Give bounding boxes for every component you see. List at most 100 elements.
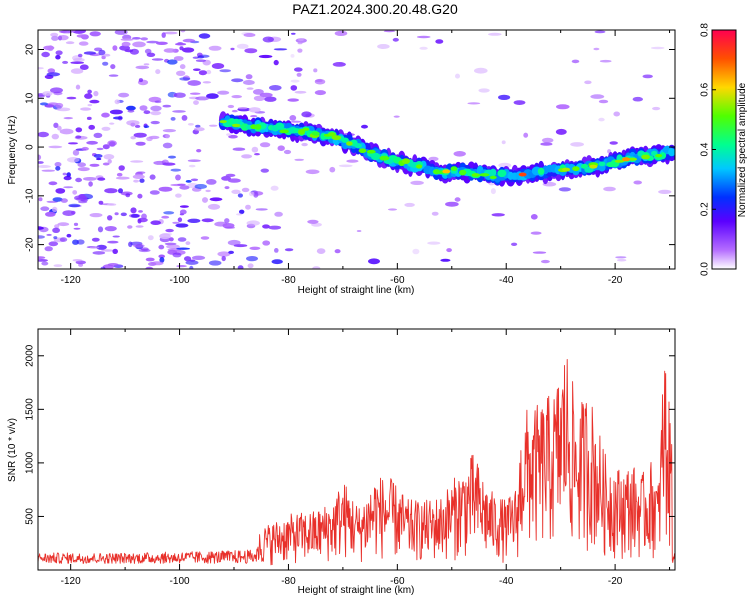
spectrogram-cell [77,162,86,167]
spectrogram-cell [54,162,62,167]
spectrogram-cell [54,224,60,229]
spectrogram-cell [209,124,218,127]
spectrogram-cell [182,47,195,53]
spectrogram-cell [140,247,149,251]
spectrogram-cell [314,90,326,96]
spectrogram-cell [598,117,605,122]
spectrogram-cell [104,188,118,194]
spectrogram-cell [207,203,221,210]
spectrogram-cell [224,218,230,224]
spectrogram-cell [177,237,187,242]
spectrogram-ridge-cell [668,148,675,157]
spectrogram-cell [291,120,301,123]
spectrogram-cell [361,124,368,129]
spectrogram-cell [170,168,182,172]
spectrogram-cell [246,220,260,226]
spectrogram-cell [93,90,99,97]
spectrogram-cell [297,41,303,45]
spectrogram-cell [294,158,305,161]
spectrogram-cell [163,31,178,35]
spectrogram-cell [211,63,225,69]
spectrogram-cell [404,202,415,207]
y-tick-label: 500 [25,508,36,525]
spectrogram-cell [112,116,123,120]
spectrogram-ticks: -120 -100 -80 -60 -40 -20 20 10 0 -10 -20 [25,30,675,286]
spectrogram-cell [189,265,194,269]
spectrogram-cell [227,239,241,246]
spectrogram-cell [188,164,196,168]
spectrogram-cell [259,142,271,148]
spectrogram-cell [231,95,242,99]
spectrogram-cell [615,256,627,259]
y-tick-label: 0 [25,144,36,150]
spectrogram-cell [96,157,102,161]
spectrogram-cell [182,38,196,43]
spectrogram-cell [66,96,77,100]
spectrogram-cell [72,259,83,262]
spectrogram-ridge-cell [254,124,262,130]
spectrogram-cell [41,169,55,172]
spectrogram-cell [172,252,182,258]
spectrogram-cell [149,190,160,195]
spectrogram-cell [571,59,580,64]
spectrogram-cell [167,59,178,65]
spectrogram-cell [498,94,511,100]
spectrogram-cell [89,163,100,167]
spectrogram-cell [51,35,59,41]
spectrogram-cell [297,38,304,42]
spectrogram-cell [603,186,616,192]
spectrogram-cell [89,31,101,37]
spectrogram-cell [110,64,116,70]
spectrogram-cell [75,84,81,90]
spectrogram-cell [140,37,148,41]
x-tick-label: -100 [170,576,190,587]
spectrogram-cell [179,64,186,70]
spectrogram-cell [202,81,212,84]
spectrogram-cell [109,109,123,115]
spectrogram-ridge-cell [497,169,507,178]
spectrogram-cell [431,211,439,216]
spectrogram-peak [622,157,630,162]
spectrogram-cell [510,242,518,246]
spectrogram-cell [176,247,191,250]
spectrogram-cell [102,144,110,150]
spectrogram-cell [445,201,459,207]
spectrogram-cell [155,41,168,45]
spectrogram-cell [228,250,235,254]
spectrogram-cell [126,120,140,126]
spectrogram-cell [307,219,319,224]
spectrogram-cell [143,110,151,115]
spectrogram-cell [107,263,119,267]
spectrogram-peak [442,169,451,174]
spectrogram-ridge-cell [275,122,285,130]
spectrogram-cell [41,261,49,266]
spectrogram-cell [392,37,399,42]
spectrogram-cell [132,41,146,48]
spectrogram-cell [387,208,398,211]
spectrogram-cell [453,151,466,157]
spectrogram-cell [88,124,95,130]
spectrogram-cell [127,109,135,113]
spectrogram-ridge-cell [328,132,336,137]
x-tick-label: -40 [499,275,514,286]
spectrogram-cell [305,169,320,175]
spectrogram-cell [264,96,277,102]
spectrogram-cell [114,212,119,216]
spectrogram-cell [190,178,199,182]
spectrogram-cell [60,198,68,203]
spectrogram-cell [107,159,112,164]
x-tick-label: -20 [608,576,623,587]
spectrogram-cell [50,87,63,94]
spectrogram-cell [244,48,258,54]
spectrogram-cell [149,174,156,180]
spectrogram-cell [202,197,208,203]
x-tick-label: -40 [499,576,514,587]
spectrogram-cell [125,193,131,198]
spectrogram-cell [590,94,605,99]
spectrogram-ridge-cell [354,143,362,149]
spectrogram-cell [195,124,201,128]
spectrogram-cell [87,104,93,107]
spectrogram-cell [143,63,150,66]
spectrogram-ridge-cell [598,161,606,167]
